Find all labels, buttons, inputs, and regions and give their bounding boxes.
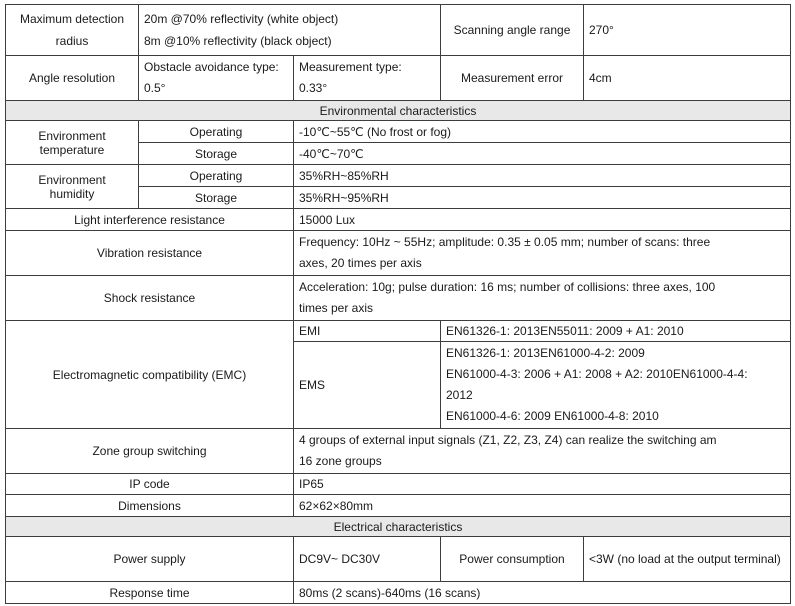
electrical-section-header: Electrical characteristics <box>5 516 791 537</box>
shock-resistance-value: Acceleration: 10g; pulse duration: 16 ms… <box>293 275 791 321</box>
vibration-resistance-value: Frequency: 10Hz ~ 55Hz; amplitude: 0.35 … <box>293 230 791 276</box>
humidity-operating-value: 35%RH~85%RH <box>293 164 791 187</box>
temperature-operating-value: -10℃~55℃ (No frost or fog) <box>293 120 791 143</box>
ip-code-value: IP65 <box>293 473 791 495</box>
dimensions-label: Dimensions <box>5 494 294 517</box>
ems-value: EN61326-1: 2013EN61000-4-2: 2009 EN61000… <box>440 341 791 429</box>
ems-line: 2012 <box>446 388 473 402</box>
ems-line: EN61326-1: 2013EN61000-4-2: 2009 <box>446 346 645 360</box>
label-line: temperature <box>39 142 105 157</box>
temperature-storage-value: -40℃~70℃ <box>293 142 791 165</box>
ems-line: EN61000-4-3: 2006 + A1: 2008 + A2: 2010E… <box>446 367 748 381</box>
temperature-storage-label: Storage <box>138 142 294 165</box>
ems-line: EN61000-4-6: 2009 EN61000-4-8: 2010 <box>446 409 659 423</box>
light-interference-label: Light interference resistance <box>5 208 294 231</box>
ems-label: EMS <box>293 341 441 429</box>
shock-resistance-label: Shock resistance <box>5 275 294 321</box>
spec-table: Maximum detection radius 20m @70% reflec… <box>5 4 791 604</box>
measurement-error-label: Measurement error <box>440 55 584 101</box>
vibration-resistance-label: Vibration resistance <box>5 230 294 276</box>
emi-label: EMI <box>293 320 441 342</box>
label-line: Environment <box>38 128 106 143</box>
measurement-error-value: 4cm <box>583 55 791 101</box>
humidity-storage-label: Storage <box>138 186 294 209</box>
emc-label: Electromagnetic compatibility (EMC) <box>5 320 294 429</box>
scanning-angle-range-label: Scanning angle range <box>440 4 584 56</box>
value-line: 20m @70% reflectivity (white object) <box>144 12 339 26</box>
response-time-value: 80ms (2 scans)-640ms (16 scans) <box>293 581 791 604</box>
power-consumption-label: Power consumption <box>440 536 584 582</box>
value-line: Frequency: 10Hz ~ 55Hz; amplitude: 0.35 … <box>299 235 711 249</box>
zone-group-switching-label: Zone group switching <box>5 428 294 474</box>
humidity-storage-value: 35%RH~95%RH <box>293 186 791 209</box>
environmental-section-header: Environmental characteristics <box>5 100 791 121</box>
emi-value: EN61326-1: 2013EN55011: 2009 + A1: 2010 <box>440 320 791 342</box>
value-line: Measurement type: <box>299 60 402 74</box>
value-line: 0.5° <box>144 81 166 95</box>
scanning-angle-range-value: 270° <box>583 4 791 56</box>
measurement-type-cell: Measurement type: 0.33° <box>293 55 441 101</box>
value-line: times per axis <box>299 301 374 315</box>
humidity-operating-label: Operating <box>138 164 294 187</box>
power-supply-label: Power supply <box>5 536 294 582</box>
value-line: 16 zone groups <box>299 454 382 468</box>
value-line: 4 groups of external input signals (Z1, … <box>299 433 717 447</box>
environment-humidity-label: Environment humidity <box>5 164 139 209</box>
label-line: humidity <box>49 186 95 201</box>
response-time-label: Response time <box>5 581 294 604</box>
value-line: 0.33° <box>299 81 328 95</box>
value-line: Obstacle avoidance type: <box>144 60 279 74</box>
power-supply-value: DC9V~ DC30V <box>293 536 441 582</box>
power-consumption-value: <3W (no load at the output terminal) <box>583 536 791 582</box>
max-detection-radius-value: 20m @70% reflectivity (white object) 8m … <box>138 4 441 56</box>
environment-temperature-label: Environment temperature <box>5 120 139 165</box>
angle-resolution-label: Angle resolution <box>5 55 139 101</box>
label-line: Environment <box>38 172 106 187</box>
zone-group-switching-value: 4 groups of external input signals (Z1, … <box>293 428 791 474</box>
dimensions-value: 62×62×80mm <box>293 494 791 517</box>
label-line: radius <box>55 34 89 48</box>
label-line: Maximum detection <box>19 12 125 26</box>
value-line: axes, 20 times per axis <box>299 256 422 270</box>
light-interference-value: 15000 Lux <box>293 208 791 231</box>
max-detection-radius-label: Maximum detection radius <box>5 4 139 56</box>
obstacle-avoidance-cell: Obstacle avoidance type: 0.5° <box>138 55 294 101</box>
ip-code-label: IP code <box>5 473 294 495</box>
value-line: Acceleration: 10g; pulse duration: 16 ms… <box>299 280 716 294</box>
temperature-operating-label: Operating <box>138 120 294 143</box>
value-line: 8m @10% reflectivity (black object) <box>144 34 332 48</box>
